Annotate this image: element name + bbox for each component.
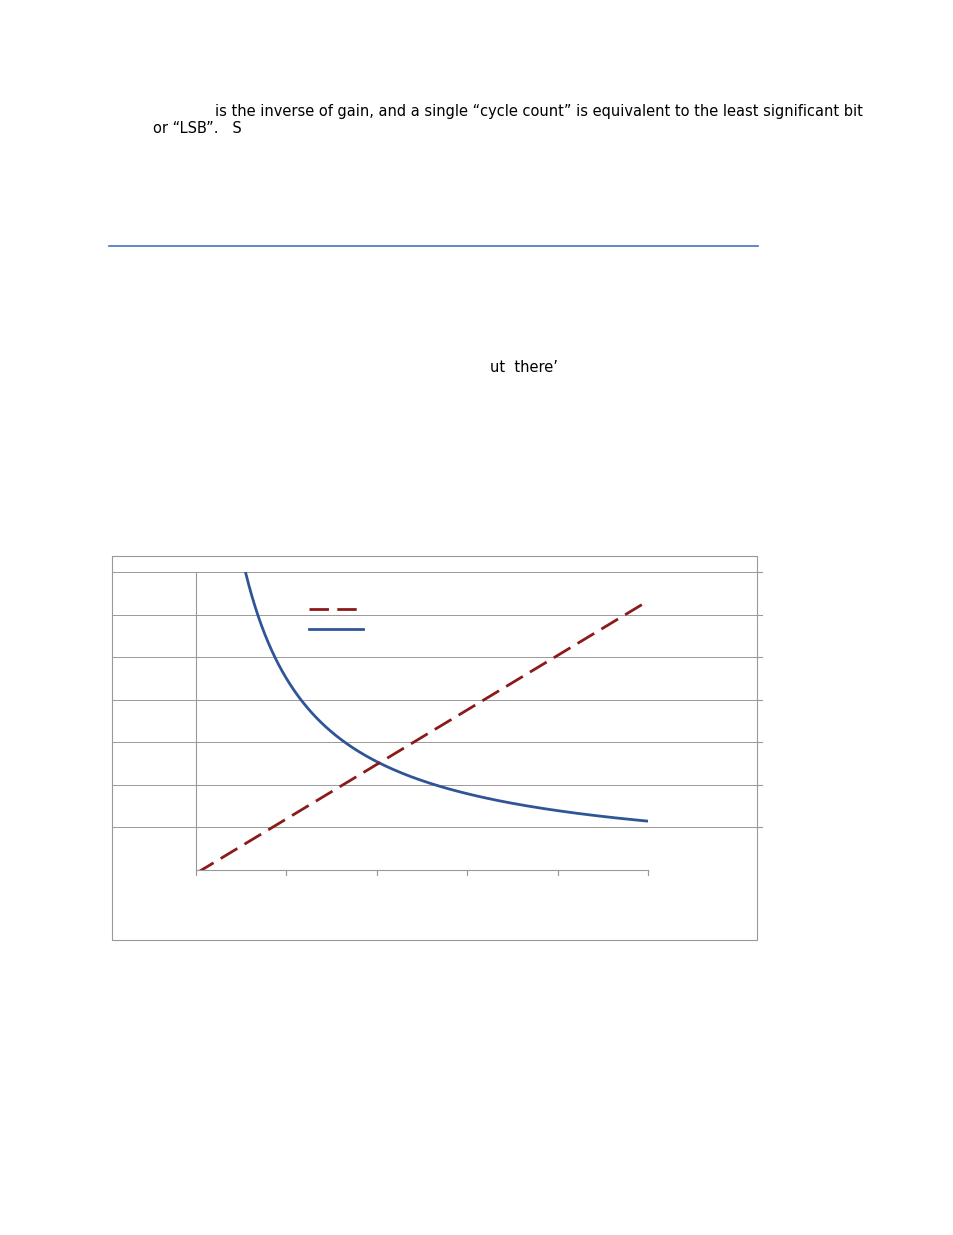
- Text: is the inverse of gain, and a single “cycle count” is equivalent to the least si: is the inverse of gain, and a single “cy…: [214, 104, 862, 119]
- Text: or “LSB”.   S: or “LSB”. S: [152, 121, 241, 136]
- Text: ut  there’: ut there’: [490, 359, 558, 375]
